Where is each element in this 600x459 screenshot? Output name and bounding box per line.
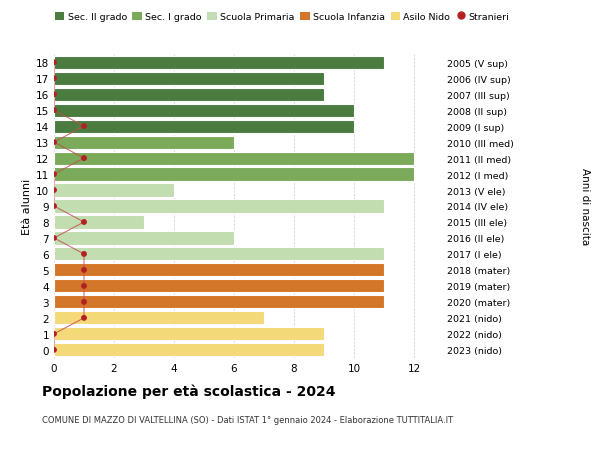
Legend: Sec. II grado, Sec. I grado, Scuola Primaria, Scuola Infanzia, Asilo Nido, Stran: Sec. II grado, Sec. I grado, Scuola Prim… [55,13,509,22]
Point [49,203,59,210]
Point [49,171,59,179]
Bar [54,328,324,341]
Bar [54,56,384,70]
Point [49,347,59,354]
Bar [54,248,384,261]
Bar [54,152,414,165]
Bar [54,232,234,245]
Bar [54,184,174,197]
Bar [54,343,324,357]
Bar [54,89,324,101]
Point [79,314,89,322]
Bar [54,216,144,229]
Point [49,187,59,194]
Bar [54,136,234,149]
Text: Popolazione per età scolastica - 2024: Popolazione per età scolastica - 2024 [42,383,335,398]
Y-axis label: Anni di nascita: Anni di nascita [580,168,590,245]
Point [79,123,89,130]
Bar [54,296,384,309]
Point [79,219,89,226]
Point [79,267,89,274]
Bar [54,200,384,213]
Point [79,283,89,290]
Point [49,59,59,67]
Bar [54,120,354,134]
Point [49,75,59,83]
Bar [54,73,324,85]
Point [79,298,89,306]
Point [49,330,59,338]
Point [49,139,59,146]
Point [49,107,59,115]
Bar [54,312,264,325]
Text: COMUNE DI MAZZO DI VALTELLINA (SO) - Dati ISTAT 1° gennaio 2024 - Elaborazione T: COMUNE DI MAZZO DI VALTELLINA (SO) - Dat… [42,415,453,425]
Point [79,251,89,258]
Bar [54,104,354,118]
Bar [54,264,384,277]
Y-axis label: Età alunni: Età alunni [22,179,32,235]
Bar [54,168,414,181]
Point [49,235,59,242]
Point [79,155,89,162]
Bar [54,280,384,293]
Point [49,91,59,99]
